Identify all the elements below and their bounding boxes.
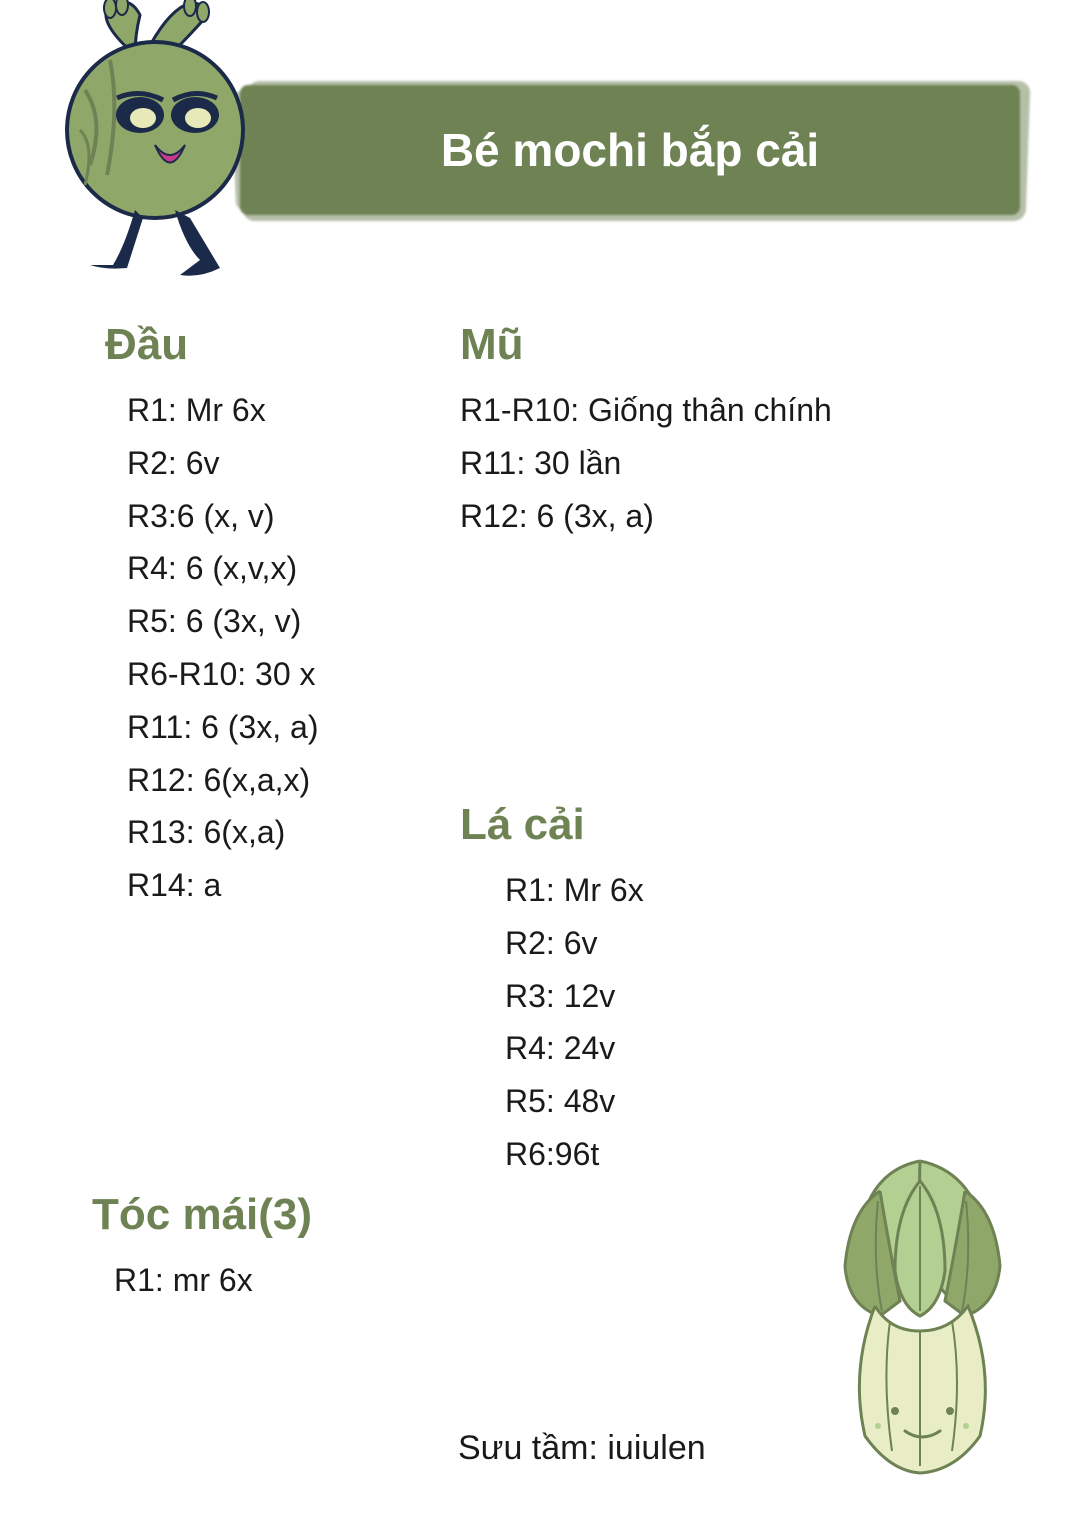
section-mu: Mũ R1-R10: Giống thân chính R11: 30 lần … <box>460 320 832 542</box>
pattern-row: R14: a <box>127 859 318 912</box>
pattern-row: R13: 6(x,a) <box>127 806 318 859</box>
pattern-row: R2: 6v <box>127 437 318 490</box>
pattern-row: R5: 48v <box>505 1075 644 1128</box>
bokchoy-icon <box>790 1151 1050 1481</box>
pattern-list-dau: R1: Mr 6x R2: 6v R3:6 (x, v) R4: 6 (x,v,… <box>105 384 318 912</box>
section-title-mu: Mũ <box>460 320 832 370</box>
pattern-row: R11: 6 (3x, a) <box>127 701 318 754</box>
pattern-row: R1: Mr 6x <box>127 384 318 437</box>
section-title-dau: Đầu <box>105 320 318 370</box>
pattern-row: R6-R10: 30 x <box>127 648 318 701</box>
pattern-list-mu: R1-R10: Giống thân chính R11: 30 lần R12… <box>460 384 832 542</box>
cabbage-character-icon <box>35 0 295 280</box>
section-tocmai: Tóc mái(3) R1: mr 6x <box>92 1190 312 1307</box>
page-title: Bé mochi bắp cải <box>441 123 819 177</box>
pattern-list-tocmai: R1: mr 6x <box>92 1254 312 1307</box>
section-title-tocmai: Tóc mái(3) <box>92 1190 312 1240</box>
section-title-lacai: Lá cải <box>460 800 644 850</box>
pattern-row: R5: 6 (3x, v) <box>127 595 318 648</box>
pattern-list-lacai: R1: Mr 6x R2: 6v R3: 12v R4: 24v R5: 48v… <box>460 864 644 1181</box>
pattern-row: R4: 24v <box>505 1022 644 1075</box>
pattern-row: R12: 6 (3x, a) <box>460 490 832 543</box>
pattern-row: R6:96t <box>505 1128 644 1181</box>
section-lacai: Lá cải R1: Mr 6x R2: 6v R3: 12v R4: 24v … <box>460 800 644 1181</box>
pattern-row: R1: mr 6x <box>114 1254 312 1307</box>
section-dau: Đầu R1: Mr 6x R2: 6v R3:6 (x, v) R4: 6 (… <box>105 320 318 912</box>
pattern-row: R1-R10: Giống thân chính <box>460 384 832 437</box>
title-banner: Bé mochi bắp cải <box>240 85 1020 215</box>
pattern-row: R2: 6v <box>505 917 644 970</box>
pattern-row: R1: Mr 6x <box>505 864 644 917</box>
pattern-row: R4: 6 (x,v,x) <box>127 542 318 595</box>
bokchoy-illustration <box>790 1151 1050 1481</box>
pattern-row: R3: 12v <box>505 970 644 1023</box>
pattern-row: R12: 6(x,a,x) <box>127 754 318 807</box>
pattern-row: R3:6 (x, v) <box>127 490 318 543</box>
pattern-row: R11: 30 lần <box>460 437 832 490</box>
credit-line: Sưu tầm: iuiulen <box>458 1429 706 1468</box>
mascot-cabbage-character <box>35 0 295 280</box>
